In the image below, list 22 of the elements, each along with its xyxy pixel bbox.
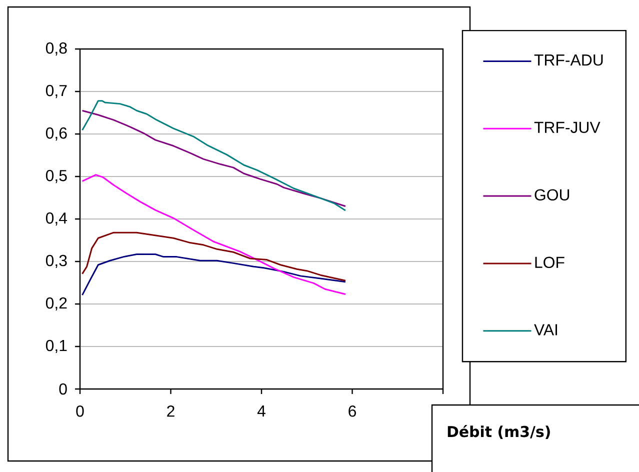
y-tick-label: 0 (59, 383, 67, 395)
x-axis-title: Débit (m3/s) (448, 425, 550, 439)
x-tick-label: 2 (167, 406, 174, 417)
line-series (82, 232, 346, 282)
legend-label: TRF-ADU (534, 54, 603, 66)
line-series (82, 254, 346, 296)
y-tick-label: 0,1 (46, 340, 67, 354)
line-series (82, 174, 346, 295)
x-tick-label: 0 (76, 406, 84, 417)
legend-label: GOU (534, 189, 570, 201)
y-tick-label: 0,5 (46, 170, 67, 184)
legend-label: VAI (534, 324, 558, 336)
y-tick-label: 0,4 (46, 212, 68, 226)
legend-label: LOF (535, 256, 564, 268)
y-tick-label: 0,2 (46, 297, 67, 311)
y-tick-label: 0,7 (46, 84, 67, 98)
x-tick-label: 4 (257, 405, 266, 416)
y-tick-label: 0,3 (46, 254, 67, 268)
y-tick-label: 0,6 (46, 127, 67, 141)
legend-label: TRF-JUV (534, 122, 600, 134)
x-tick-label: 6 (348, 406, 356, 417)
y-tick-label: 0,8 (46, 42, 67, 56)
